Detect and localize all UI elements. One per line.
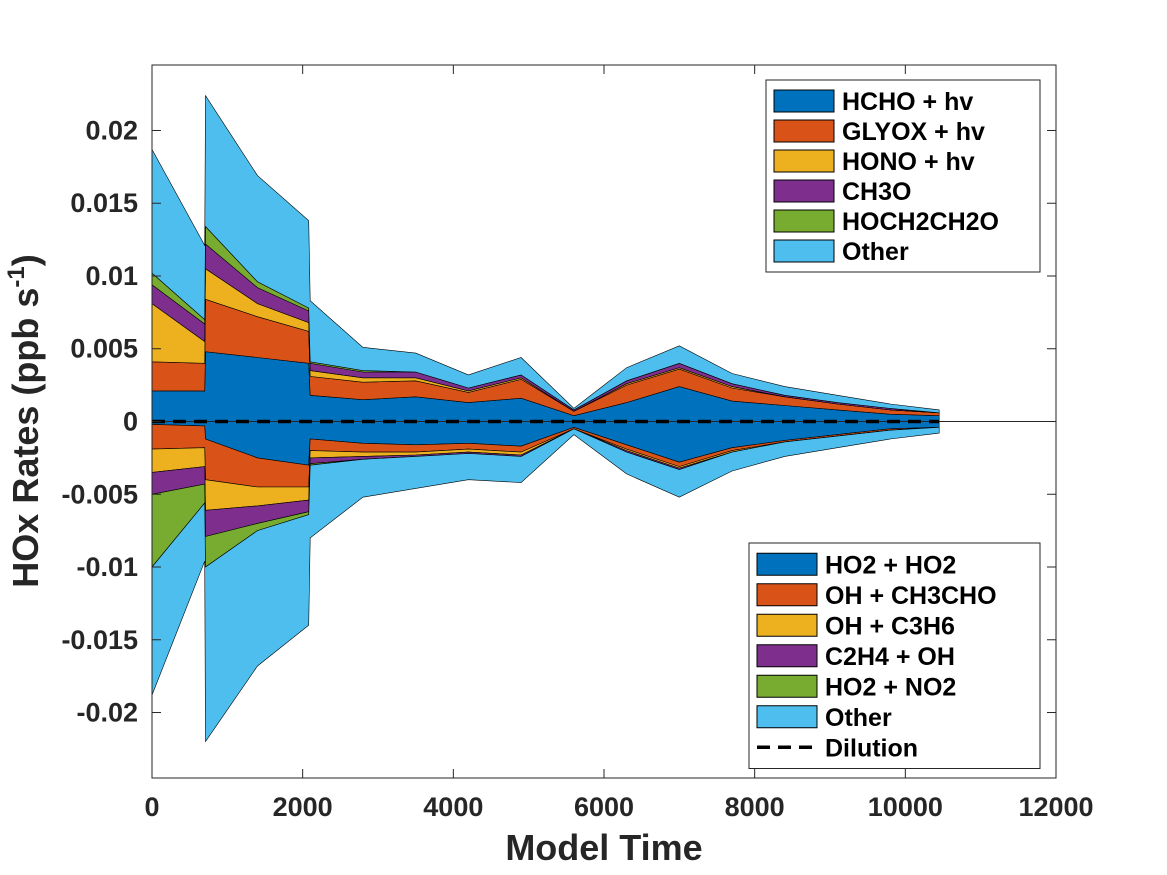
x-tick-label: 10000	[868, 792, 943, 822]
production-legend-label: GLYOX + hv	[842, 118, 985, 146]
production-legend-swatch	[773, 209, 835, 233]
production-legend-swatch	[773, 89, 835, 113]
loss-legend-label: HO2 + NO2	[825, 673, 956, 701]
production-legend-swatch	[773, 119, 835, 143]
x-tick-label: 8000	[725, 792, 785, 822]
loss-legend-swatch	[756, 674, 818, 698]
loss-legend-label: Other	[825, 704, 892, 732]
loss-legend-label: OH + C3H6	[825, 612, 955, 640]
production-legend-label: HONO + hv	[842, 148, 975, 176]
y-axis-label-main: HOx Rates (ppb s	[5, 288, 46, 588]
production-legend-swatch	[773, 239, 835, 263]
loss-legend-swatch	[756, 613, 818, 637]
production-legend-label: Other	[842, 238, 909, 266]
y-tick-label: -0.02	[76, 698, 138, 728]
loss-legend-swatch	[756, 552, 818, 576]
loss-legend-swatch	[756, 583, 818, 607]
production-legend-label: HOCH2CH2O	[842, 208, 999, 236]
y-axis-label-exponent: -1	[3, 266, 30, 287]
x-tick-label: 6000	[574, 792, 634, 822]
loss-legend-label: OH + CH3CHO	[825, 582, 997, 610]
y-tick-label: 0.005	[70, 334, 138, 364]
y-axis-ticks: 0.02 0.015 0.01 0.005 0 -0.005 -0.01 -0.015 -0.0…	[61, 115, 1056, 728]
x-tick-label: 2000	[273, 792, 333, 822]
y-tick-label: -0.005	[61, 479, 138, 509]
x-axis-label: Model Time	[505, 827, 702, 868]
production-legend-swatch	[773, 149, 835, 173]
x-axis-ticks: 0 2000 4000 6000 8000 10000 12000	[144, 65, 1094, 822]
x-tick-label: 4000	[423, 792, 483, 822]
production-area-6	[151, 94, 940, 414]
production-legend-label: CH3O	[842, 178, 911, 206]
y-tick-label: -0.01	[76, 552, 138, 582]
y-axis-label-close: )	[5, 254, 46, 266]
loss-legend-label: C2H4 + OH	[825, 643, 955, 671]
x-tick-label: 0	[144, 792, 159, 822]
y-tick-label: 0.02	[85, 115, 138, 145]
y-tick-label: -0.015	[61, 625, 138, 655]
y-tick-label: 0	[123, 407, 138, 437]
loss-legend-swatch	[756, 644, 818, 668]
loss-legend-label: HO2 + HO2	[825, 551, 956, 579]
loss-legend-label: Dilution	[825, 734, 918, 762]
stacked-areas	[151, 94, 940, 743]
y-tick-label: 0.015	[70, 188, 138, 218]
y-tick-label: 0.01	[85, 261, 138, 291]
y-axis-label: HOx Rates (ppb s-1)	[3, 254, 46, 587]
production-legend-swatch	[773, 179, 835, 203]
loss-area-6	[151, 426, 940, 743]
loss-legend-swatch	[756, 705, 818, 729]
x-tick-label: 12000	[1018, 792, 1093, 822]
production-legend-label: HCHO + hv	[842, 88, 973, 116]
